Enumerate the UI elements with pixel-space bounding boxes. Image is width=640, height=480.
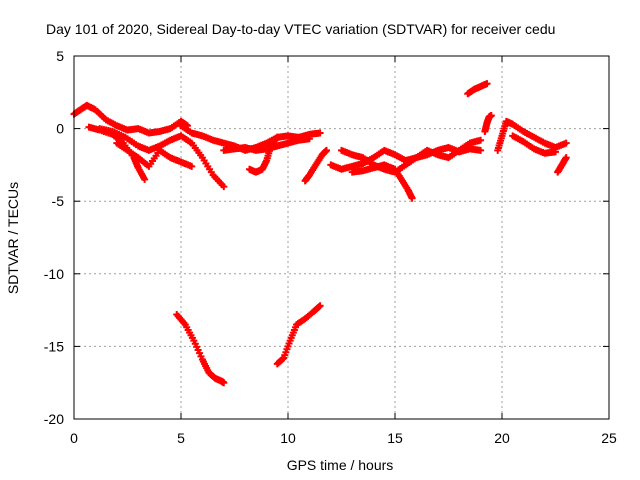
data-point bbox=[316, 129, 324, 137]
data-point bbox=[316, 302, 324, 310]
data-point bbox=[220, 183, 228, 191]
series-arc-3 bbox=[96, 125, 228, 191]
data-point bbox=[487, 112, 495, 120]
x-tick-labels: 0 5 10 15 20 25 bbox=[70, 430, 617, 446]
data-point bbox=[273, 133, 281, 141]
data-point bbox=[323, 146, 331, 154]
data-point bbox=[141, 175, 149, 183]
y-tick-label: 0 bbox=[56, 121, 64, 137]
series-arc-8 bbox=[301, 146, 331, 185]
series-arc-1 bbox=[70, 101, 191, 137]
x-tick-label: 25 bbox=[601, 430, 617, 446]
series-arc-17 bbox=[173, 310, 228, 387]
series-arc-4 bbox=[113, 139, 196, 170]
series-arc-11 bbox=[348, 161, 416, 202]
series-arc-16 bbox=[554, 154, 570, 176]
y-tick-label: -5 bbox=[52, 193, 65, 209]
series-arc-18 bbox=[273, 302, 324, 368]
series-arc-15 bbox=[509, 132, 559, 157]
series-arc-14 bbox=[494, 117, 570, 154]
series-arc-6 bbox=[220, 135, 313, 154]
data-point bbox=[408, 194, 416, 202]
x-tick-label: 10 bbox=[280, 430, 296, 446]
plot-frame bbox=[73, 55, 610, 420]
y-axis-label: SDTVAR / TECUs bbox=[5, 182, 21, 294]
y-tick-label: -10 bbox=[44, 266, 64, 282]
data-point bbox=[305, 135, 313, 143]
data-point bbox=[483, 80, 491, 88]
data-point bbox=[220, 379, 228, 387]
series-arc-12 bbox=[464, 80, 491, 98]
y-tick-labels: 5 0 -5 -10 -15 -20 bbox=[44, 48, 64, 427]
data-point bbox=[562, 154, 570, 162]
data-point bbox=[477, 136, 485, 144]
x-tick-label: 20 bbox=[494, 430, 510, 446]
grid bbox=[74, 56, 609, 419]
data-point bbox=[562, 139, 570, 147]
axis-ticks bbox=[73, 55, 610, 420]
y-tick-label: -15 bbox=[44, 338, 64, 354]
data-point bbox=[552, 148, 559, 156]
chart-title: Day 101 of 2020, Sidereal Day-to-day VTE… bbox=[46, 21, 555, 37]
x-tick-label: 0 bbox=[70, 430, 78, 446]
series-arc-7 bbox=[245, 133, 281, 176]
x-tick-label: 5 bbox=[177, 430, 185, 446]
series-arc-13 bbox=[481, 112, 495, 136]
data-marks bbox=[70, 80, 570, 387]
data-point bbox=[188, 162, 196, 170]
y-tick-label: 5 bbox=[56, 48, 64, 64]
data-point bbox=[477, 146, 485, 154]
y-tick-label: -20 bbox=[44, 411, 64, 427]
x-axis-label: GPS time / hours bbox=[287, 457, 394, 473]
x-tick-label: 15 bbox=[387, 430, 403, 446]
